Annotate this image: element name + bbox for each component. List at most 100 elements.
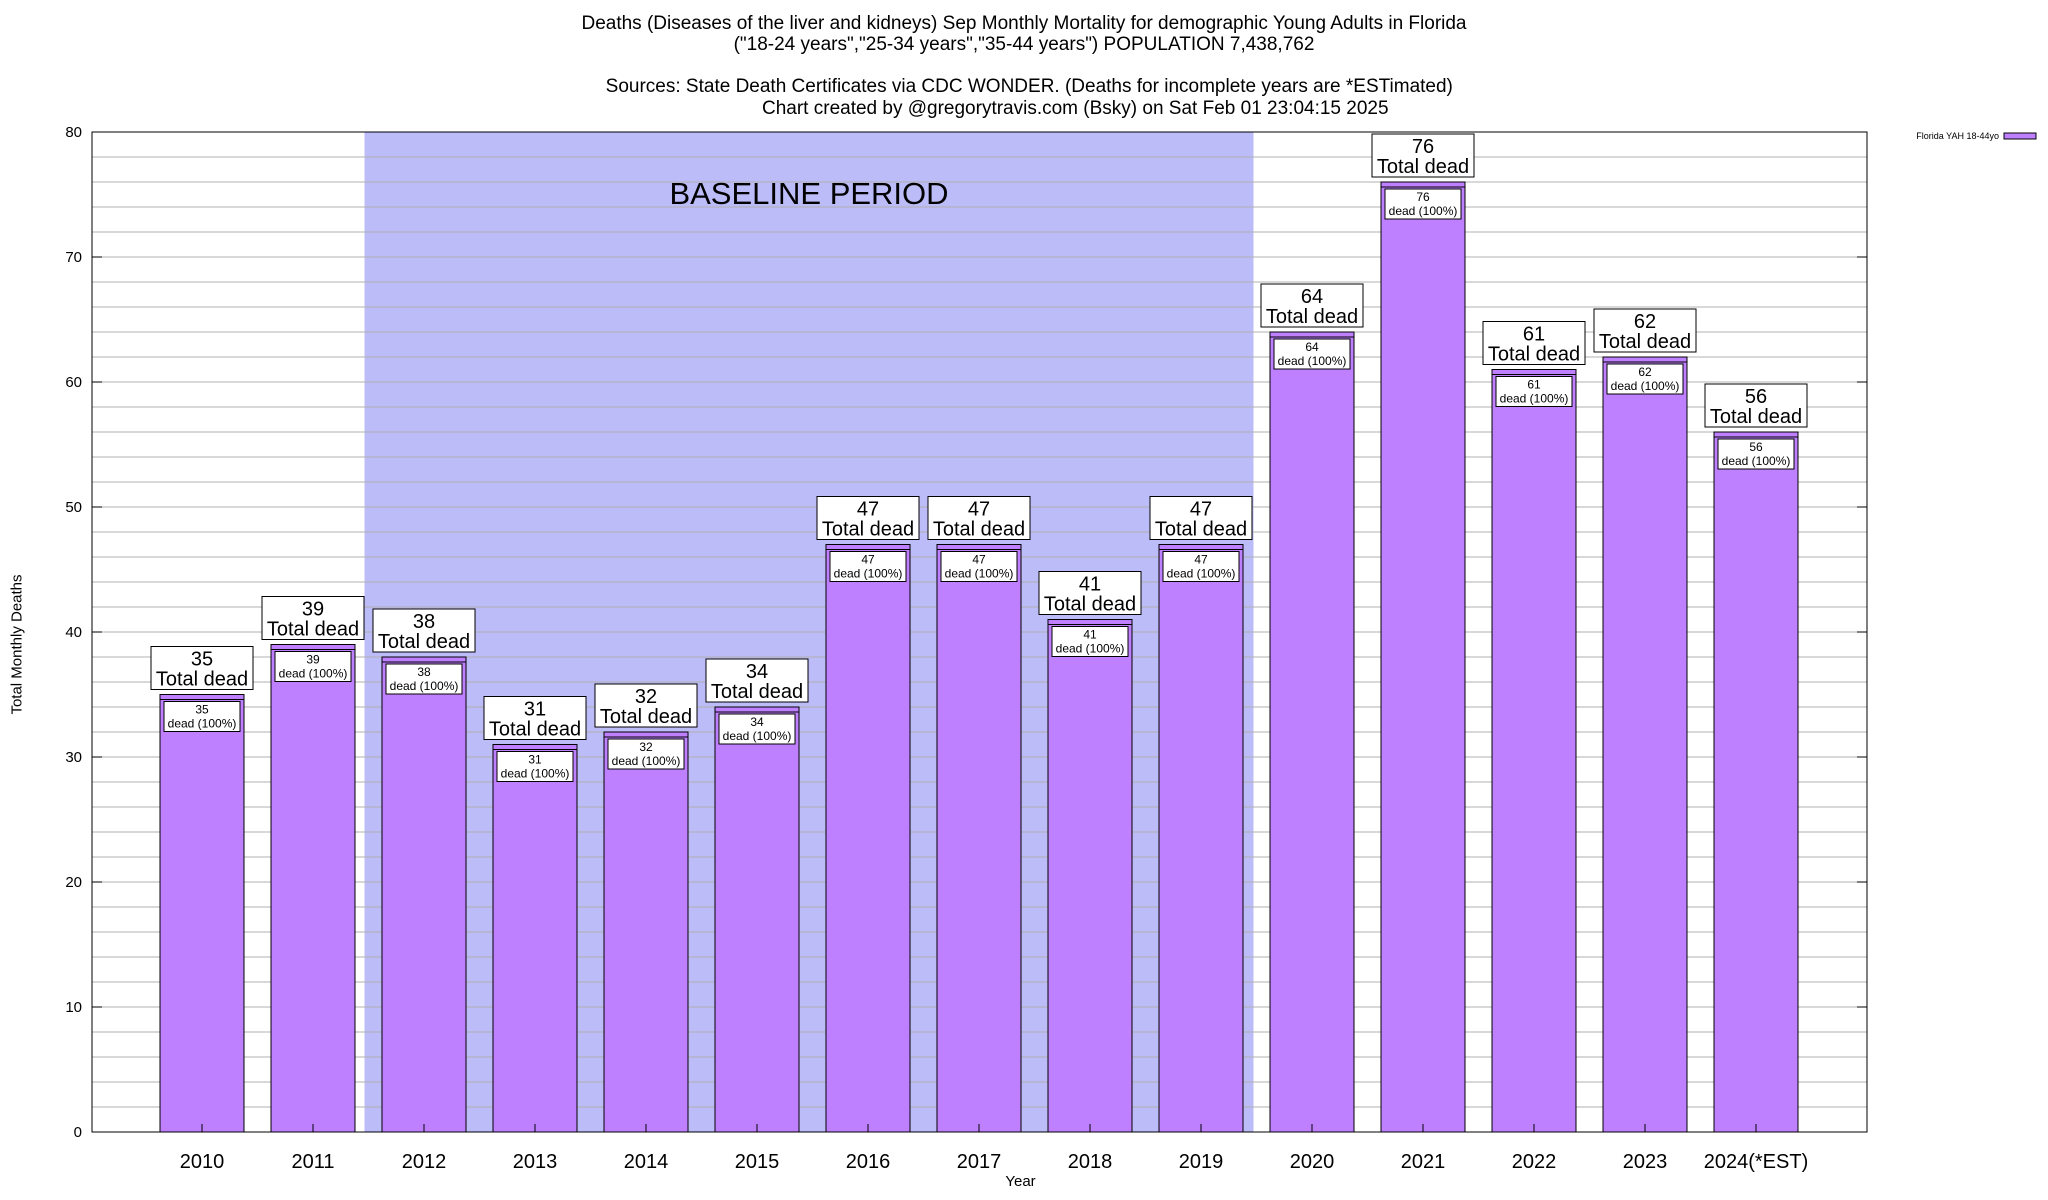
bar-total-suffix: Total dead: [156, 669, 248, 691]
bar-total-suffix: Total dead: [1710, 406, 1802, 428]
bar-total-value: 47: [1190, 499, 1212, 521]
bar-inner-value: 41: [1083, 628, 1097, 642]
credit-text: Chart created by @gregorytravis.com (Bsk…: [762, 98, 1389, 119]
bar-inner-suffix: dead (100%): [1722, 454, 1791, 468]
bar-inner-suffix: dead (100%): [168, 717, 237, 731]
bar-inner-value: 34: [750, 715, 764, 729]
chart-source-line: Sources: State Death Certificates via CD…: [0, 54, 2048, 120]
source-text: Sources: State Death Certificates via CD…: [605, 76, 1453, 97]
bar: [270, 644, 356, 1133]
bar-inner-value: 32: [639, 740, 653, 754]
bar-inner-label-box: [829, 551, 907, 582]
bar-total-label-box: [372, 608, 476, 653]
bar-total-value: 31: [524, 699, 546, 721]
y-tick-label: 30: [65, 749, 82, 766]
x-tick-label: 2019: [1179, 1151, 1224, 1173]
bar: [1491, 369, 1577, 1133]
bar: [1047, 619, 1133, 1133]
x-tick-label: 2022: [1512, 1151, 1557, 1173]
bar-inner-suffix: dead (100%): [834, 567, 903, 581]
bar-inner-label-box: [1162, 551, 1240, 582]
bar: [603, 731, 689, 1133]
bar-inner-suffix: dead (100%): [390, 679, 459, 693]
x-tick-label: 2017: [957, 1151, 1002, 1173]
bar-inner-value: 76: [1416, 190, 1430, 204]
bar-inner-label-box: [1384, 188, 1462, 220]
x-tick-label: 2023: [1623, 1151, 1668, 1173]
bar: [1158, 544, 1244, 1133]
x-tick-label: 2021: [1401, 1151, 1446, 1173]
bar-inner-label-box: [1051, 626, 1129, 657]
y-tick-label: 60: [65, 374, 82, 391]
bar-total-suffix: Total dead: [711, 681, 803, 703]
bar-total-value: 41: [1079, 574, 1101, 596]
x-tick-label: 2016: [846, 1151, 891, 1173]
x-tick-label: 2024(*EST): [1704, 1151, 1809, 1173]
plot-frame: [91, 131, 1868, 1133]
bar-inner-value: 56: [1749, 440, 1763, 454]
bar-inner-value: 31: [528, 753, 542, 767]
bar-total-suffix: Total dead: [489, 719, 581, 741]
chart-title-line-1: Deaths (Diseases of the liver and kidney…: [581, 13, 1467, 34]
bar-inner-label-box: [607, 738, 685, 770]
bar-inner-value: 62: [1638, 365, 1652, 379]
x-tick-label: 2015: [735, 1151, 780, 1173]
bar-total-label-box: [1149, 496, 1253, 540]
bar: [1713, 431, 1799, 1133]
bar-inner-suffix: dead (100%): [1611, 379, 1680, 393]
bar-total-value: 32: [635, 686, 657, 708]
bar-total-value: 38: [413, 611, 435, 633]
bar-inner-label-box: [1273, 338, 1351, 370]
bar-total-suffix: Total dead: [267, 619, 359, 641]
bar-inner-value: 35: [195, 703, 209, 717]
y-tick-label: 40: [65, 624, 82, 641]
bar-total-value: 39: [302, 599, 324, 621]
bar-inner-suffix: dead (100%): [1056, 642, 1125, 656]
bar-total-suffix: Total dead: [600, 706, 692, 728]
bar-inner-suffix: dead (100%): [501, 767, 570, 781]
bar-total-suffix: Total dead: [378, 631, 470, 653]
bar: [381, 656, 467, 1133]
bar-total-value: 76: [1412, 136, 1434, 158]
bar-inner-suffix: dead (100%): [1167, 567, 1236, 581]
bar-total-label-box: [261, 596, 365, 640]
bar-total-value: 64: [1301, 286, 1323, 308]
x-tick-label: 2012: [402, 1151, 447, 1173]
bar-total-suffix: Total dead: [1266, 306, 1358, 328]
y-tick-label: 20: [65, 874, 82, 891]
bar-inner-suffix: dead (100%): [1389, 204, 1458, 218]
bar-inner-label-box: [940, 551, 1018, 582]
bar-total-label-box: [1704, 383, 1808, 428]
bar-inner-value: 47: [972, 553, 986, 567]
bar: [1602, 356, 1688, 1133]
legend-label: Florida YAH 18-44yo: [1916, 131, 1999, 141]
bar-total-suffix: Total dead: [1377, 156, 1469, 178]
bar: [825, 544, 911, 1133]
bar: [1380, 181, 1466, 1133]
legend-swatch: [2003, 132, 2037, 140]
bar-inner-label-box: [496, 751, 574, 782]
bar-total-value: 47: [857, 499, 879, 521]
bar-inner-value: 47: [1194, 553, 1208, 567]
bar-total-label-box: [816, 496, 920, 540]
x-tick-label: 2010: [180, 1151, 225, 1173]
bar-total-value: 56: [1745, 386, 1767, 408]
bar-inner-value: 39: [306, 653, 320, 667]
bar-total-label-box: [1038, 571, 1142, 615]
bar-inner-label-box: [274, 651, 352, 682]
bar: [936, 544, 1022, 1133]
bar-total-suffix: Total dead: [1044, 594, 1136, 616]
bar-total-suffix: Total dead: [822, 519, 914, 541]
bar-inner-value: 38: [417, 665, 431, 679]
bar-total-value: 34: [746, 661, 768, 683]
x-tick-label: 2013: [513, 1151, 558, 1173]
x-tick-label: 2014: [624, 1151, 669, 1173]
y-tick-label: 0: [74, 1124, 82, 1141]
baseline-period-label: BASELINE PERIOD: [669, 176, 948, 211]
bar: [492, 744, 578, 1133]
bar-inner-label-box: [385, 663, 463, 695]
bar-total-label-box: [1260, 283, 1364, 328]
x-tick-label: 2018: [1068, 1151, 1113, 1173]
y-tick-label: 50: [65, 499, 82, 516]
